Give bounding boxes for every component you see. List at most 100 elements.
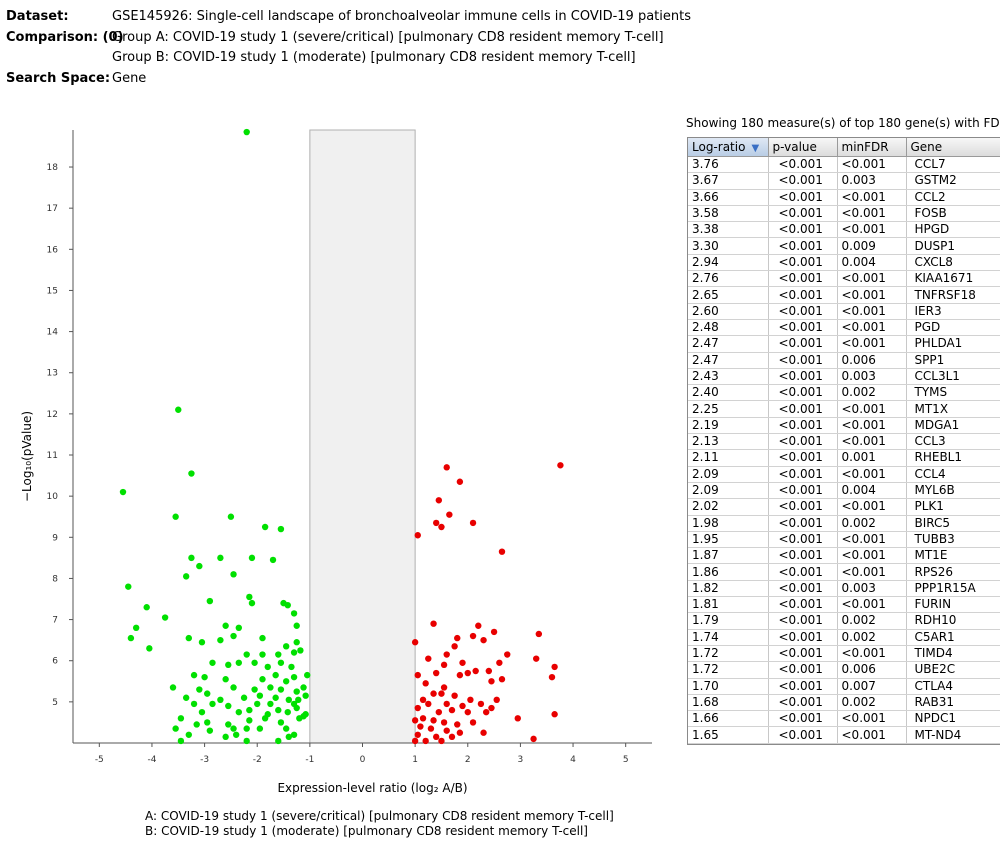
table-row[interactable]: 1.87 <0.001 <0.001 MT1E [688,547,1000,565]
table-row[interactable]: 2.13 <0.001 <0.001 CCL3 [688,433,1000,451]
downregulated-point [235,624,243,632]
downregulated-point [246,717,253,724]
downregulated-point [293,622,300,629]
y-axis-title: −Log₁₀(pValue) [20,411,34,502]
min-fdr-cell: <0.001 [837,400,907,418]
table-row[interactable]: 2.02 <0.001 <0.001 PLK1 [688,498,1000,516]
table-row[interactable]: 1.81 <0.001 <0.001 FURIN [688,596,1000,614]
table-row[interactable]: 3.58 <0.001 <0.001 FOSB [688,205,1000,223]
downregulated-point [230,632,237,640]
table-row[interactable]: 2.94 <0.001 0.004 CXCL8 [688,254,1000,272]
min-fdr-cell: 0.009 [837,237,907,255]
min-fdr-cell: 0.001 [837,449,907,467]
downregulated-point [269,556,277,564]
column-header-min-fdr[interactable]: minFDR [837,138,907,157]
downregulated-point [222,622,229,629]
table-row[interactable]: 2.60 <0.001 <0.001 IER3 [688,303,1000,320]
p-value-cell: <0.001 [768,352,838,369]
table-row[interactable]: 2.65 <0.001 <0.001 TNFRSF18 [688,286,1000,304]
table-row[interactable]: 1.68 <0.001 0.002 RAB31 [688,694,1000,712]
table-row[interactable]: 3.30 <0.001 0.009 DUSP1 [688,237,1000,255]
upregulated-point [438,523,445,531]
upregulated-point [490,628,498,636]
table-row[interactable]: 2.11 <0.001 0.001 RHEBL1 [688,449,1000,467]
upregulated-point [411,737,419,745]
downregulated-point [282,643,290,650]
table-row[interactable]: 3.38 <0.001 <0.001 HPGD [688,221,1000,239]
table-row[interactable]: 2.47 <0.001 0.006 SPP1 [688,352,1000,369]
table-row[interactable]: 1.66 <0.001 <0.001 NPDC1 [688,710,1000,728]
upregulated-point [448,706,456,714]
log-ratio-cell: 2.11 [688,449,769,467]
table-row[interactable]: 2.09 <0.001 0.004 MYL6B [688,482,1000,500]
table-row[interactable]: 2.40 <0.001 0.002 TYMS [688,384,1000,402]
table-row[interactable]: 1.98 <0.001 0.002 BIRC5 [688,515,1000,532]
log-ratio-cell: 2.48 [688,319,769,337]
results-table[interactable]: Log-ratio ▼ p-value minFDR Gene 3.76 <0.00… [687,137,1000,745]
column-header-p-value[interactable]: p-value [768,138,838,157]
table-row[interactable]: 2.25 <0.001 <0.001 MT1X [688,400,1000,418]
upregulated-point [443,727,450,734]
log-ratio-cell: 1.82 [688,580,769,598]
log-ratio-cell: 2.43 [688,368,769,386]
p-value-cell: <0.001 [768,645,838,663]
downregulated-point [272,694,279,701]
table-row[interactable]: 2.19 <0.001 <0.001 MDGA1 [688,417,1000,435]
y-tick-label: 15 [47,286,58,296]
table-row[interactable]: 1.86 <0.001 <0.001 RPS26 [688,563,1000,581]
upregulated-point [475,622,482,629]
downregulated-point [285,733,293,741]
table-row[interactable]: 1.95 <0.001 <0.001 TUBB3 [688,531,1000,549]
y-tick-label: 11 [47,451,58,461]
table-row[interactable]: 2.43 <0.001 0.003 CCL3L1 [688,368,1000,386]
y-tick-label: 13 [47,369,58,379]
downregulated-point [235,708,243,716]
gene-cell: SPP1 [906,352,1000,369]
table-row[interactable]: 1.70 <0.001 0.007 CTLA4 [688,678,1000,695]
upregulated-point [459,659,466,666]
column-header-gene[interactable]: Gene [906,138,1000,157]
table-row[interactable]: 2.09 <0.001 <0.001 CCL4 [688,466,1000,483]
p-value-cell: <0.001 [768,254,838,272]
table-row[interactable]: 2.76 <0.001 <0.001 KIAA1671 [688,270,1000,288]
sort-descending-icon: ▼ [751,143,760,154]
log-ratio-cell: 3.30 [688,237,769,255]
upregulated-point [530,735,537,743]
table-row[interactable]: 2.48 <0.001 <0.001 PGD [688,319,1000,337]
downregulated-point [243,737,250,745]
table-row[interactable]: 1.72 <0.001 <0.001 TIMD4 [688,645,1000,663]
table-row[interactable]: 1.65 <0.001 <0.001 MT-ND4 [688,726,1000,744]
table-row[interactable]: 3.67 <0.001 0.003 GSTM2 [688,172,1000,190]
table-row[interactable]: 1.79 <0.001 0.002 RDH10 [688,612,1000,630]
x-tick-label: -4 [147,755,156,765]
downregulated-point [302,692,309,699]
downregulated-point [284,708,291,716]
downregulated-point [259,676,266,683]
downregulated-point [246,593,253,601]
gene-cell: BIRC5 [906,515,1000,532]
upregulated-point [414,704,421,712]
x-tick-label: -1 [305,755,314,765]
table-row[interactable]: 3.76 <0.001 <0.001 CCL7 [688,156,1000,174]
column-header-log-ratio[interactable]: Log-ratio ▼ [688,138,769,157]
min-fdr-cell: 0.002 [837,629,907,646]
table-row[interactable]: 1.74 <0.001 0.002 C5AR1 [688,629,1000,646]
table-row[interactable]: 1.72 <0.001 0.006 UBE2C [688,661,1000,679]
upregulated-point [438,737,445,745]
table-row[interactable]: 1.82 <0.001 0.003 PPP1R15A [688,580,1000,598]
downregulated-point [235,659,243,666]
table-row[interactable]: 2.47 <0.001 <0.001 PHLDA1 [688,335,1000,353]
upregulated-point [464,708,471,716]
volcano-plot[interactable]: -5 -4 -3 -2 -1 0 1 2 3 4 556789101112131415161718E… [0,120,680,810]
x-tick-label: 4 [570,755,576,765]
table-row[interactable]: 3.66 <0.001 <0.001 CCL2 [688,189,1000,206]
gene-cell: MDGA1 [906,417,1000,435]
upregulated-point [451,692,458,699]
min-fdr-cell: 0.006 [837,661,907,679]
log-ratio-cell: 2.13 [688,433,769,451]
min-fdr-cell: <0.001 [837,596,907,614]
upregulated-point [430,717,437,724]
min-fdr-cell: <0.001 [837,433,907,451]
gene-cell: UBE2C [906,661,1000,679]
downregulated-point [267,700,274,708]
